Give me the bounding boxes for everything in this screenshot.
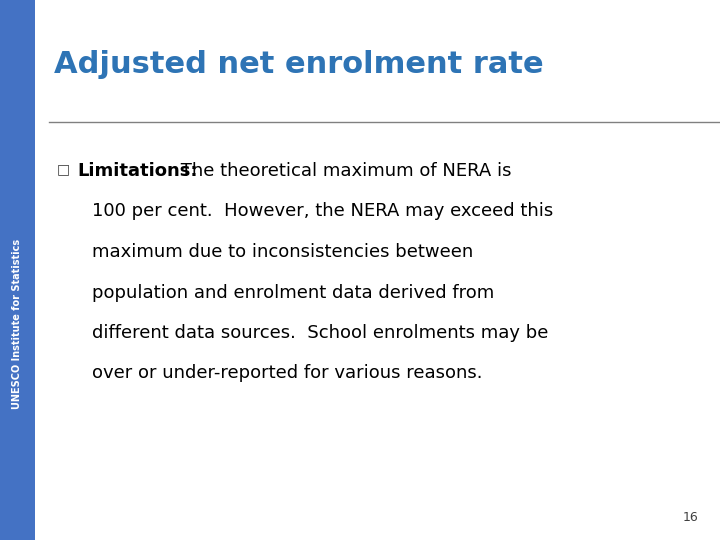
Text: maximum due to inconsistencies between: maximum due to inconsistencies between: [92, 243, 474, 261]
Text: UNESCO Institute for Statistics: UNESCO Institute for Statistics: [12, 239, 22, 409]
Text: population and enrolment data derived from: population and enrolment data derived fr…: [92, 284, 495, 301]
Text: different data sources.  School enrolments may be: different data sources. School enrolment…: [92, 324, 549, 342]
Text: The theoretical maximum of NERA is: The theoretical maximum of NERA is: [175, 162, 511, 180]
Text: 16: 16: [683, 511, 698, 524]
Text: over or under-reported for various reasons.: over or under-reported for various reaso…: [92, 364, 482, 382]
Text: □: □: [57, 162, 70, 176]
Text: Limitations:: Limitations:: [78, 162, 198, 180]
Bar: [0, 0, 35, 540]
Text: 100 per cent.  However, the NERA may exceed this: 100 per cent. However, the NERA may exce…: [92, 202, 554, 220]
Text: Adjusted net enrolment rate: Adjusted net enrolment rate: [54, 50, 544, 79]
